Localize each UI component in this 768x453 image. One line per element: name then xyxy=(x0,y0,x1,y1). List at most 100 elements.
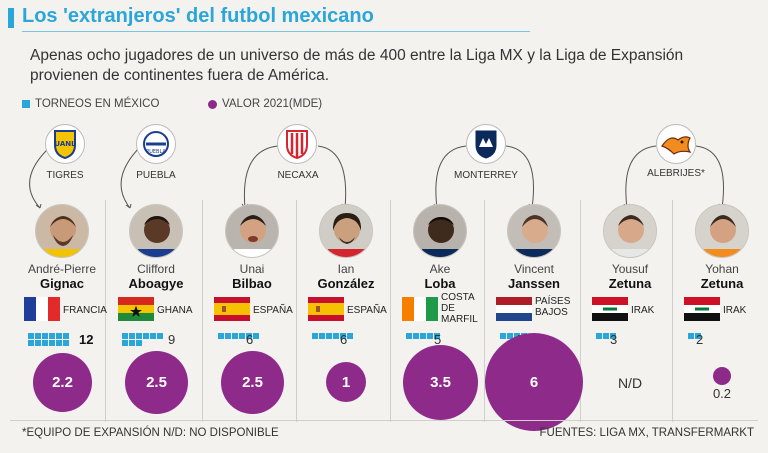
player-first-name: Yohan xyxy=(705,262,739,276)
player-country: IRAK xyxy=(631,305,655,316)
value-bubble: 3.5 xyxy=(403,345,478,420)
connector-puebla xyxy=(120,146,141,209)
value-label: 3.5 xyxy=(430,374,451,391)
puebla-crest-icon: PUEBLA xyxy=(136,124,176,164)
tournament-square xyxy=(56,340,62,346)
tournament-square xyxy=(333,333,339,339)
player-country: ESPAÑA xyxy=(253,305,293,316)
tournaments-grid xyxy=(688,333,701,339)
player-photo xyxy=(603,204,657,258)
value-label: 2.2 xyxy=(52,374,73,391)
country-line: DE xyxy=(441,303,455,314)
player-last-name: Bilbao xyxy=(232,276,272,291)
tournament-square xyxy=(427,333,433,339)
player-last-name: Zetuna xyxy=(608,276,652,291)
connector-monterrey-left xyxy=(435,145,467,209)
title-accent-bar xyxy=(8,8,14,28)
team-label-necaxa: NECAXA xyxy=(277,170,319,181)
legend-value-label: VALOR 2021(MDE) xyxy=(222,98,323,110)
player-country: PAÍSES BAJOS xyxy=(535,296,570,318)
player-country: COSTA DE MARFIL xyxy=(441,292,478,325)
alebrijes-crest-icon xyxy=(656,124,696,164)
team-label-puebla: PUEBLA xyxy=(136,170,176,181)
tournament-square xyxy=(35,340,41,346)
tournaments-grid xyxy=(406,333,440,339)
tournament-square xyxy=(42,333,48,339)
player-card-gignac: André-Pierre Gignac FRANCIA 12 2.2 xyxy=(16,200,108,425)
legend-tournaments-label: TORNEOS EN MÉXICO xyxy=(35,98,160,110)
value-label: 6 xyxy=(529,373,539,391)
france-flag-icon xyxy=(24,297,60,321)
tournaments-grid xyxy=(122,333,163,346)
country-line: MARFIL xyxy=(441,314,478,325)
value-bubble: 1 xyxy=(326,362,366,402)
player-last-name: Gignac xyxy=(39,276,85,291)
tournament-square xyxy=(143,333,149,339)
tournament-square xyxy=(610,333,616,339)
player-photo xyxy=(225,204,279,258)
tournament-square xyxy=(35,333,41,339)
country-line: PAÍSES xyxy=(535,296,571,307)
column-divider xyxy=(390,200,391,422)
player-country: ESPAÑA xyxy=(347,305,387,316)
necaxa-crest-icon xyxy=(277,124,317,164)
tournaments-count: 6 xyxy=(340,332,348,347)
player-photo xyxy=(129,204,183,258)
tournament-square xyxy=(122,340,128,346)
value-bubble: 2.5 xyxy=(125,351,188,414)
tournament-square xyxy=(413,333,419,339)
tournaments-grid xyxy=(312,333,353,339)
tournaments-count: 6 xyxy=(246,332,254,347)
value-label: 1 xyxy=(341,373,351,391)
tournament-square xyxy=(136,340,142,346)
connector-necaxa-left xyxy=(243,145,279,209)
team-label-alebrijes: ALEBRIJES* xyxy=(647,168,705,179)
player-last-name: Janssen xyxy=(507,276,561,291)
connector-tigres xyxy=(29,146,51,209)
tournament-square xyxy=(49,340,55,346)
tournament-square xyxy=(49,333,55,339)
svg-text:PUEBLA: PUEBLA xyxy=(146,149,166,155)
tournament-square xyxy=(246,333,252,339)
country-line: COSTA xyxy=(441,292,475,303)
country-line: BAJOS xyxy=(535,307,568,318)
footnote: *EQUIPO DE EXPANSIÓN N/D: NO DISPONIBLE xyxy=(22,427,279,439)
tournament-square xyxy=(28,340,34,346)
player-card-yousuf-zetuna: Yousuf Zetuna IRAK 3 N/D xyxy=(584,200,676,425)
player-card-yohan-zetuna: Yohan Zetuna IRAK 2 0.2 xyxy=(676,200,768,425)
tournament-square xyxy=(129,333,135,339)
player-first-name: Ake xyxy=(429,262,451,276)
connector-alebrijes-left xyxy=(625,145,657,209)
player-first-name: Ian xyxy=(337,262,355,276)
value-bubble xyxy=(713,367,731,385)
tournament-square xyxy=(319,333,325,339)
tournament-square xyxy=(253,333,259,339)
team-label-tigres: TIGRES xyxy=(46,170,84,181)
legend-value: VALOR 2021(MDE) xyxy=(208,98,322,110)
player-country: GHANA xyxy=(157,305,193,316)
tournament-square xyxy=(420,333,426,339)
netherlands-flag-icon xyxy=(496,297,532,321)
value-not-available: N/D xyxy=(617,375,643,391)
arrow-icon xyxy=(35,203,42,209)
tournaments-grid xyxy=(28,333,69,346)
spain-flag-icon xyxy=(214,297,250,321)
tournament-square xyxy=(225,333,231,339)
player-card-gonzalez: Ian González ESPAÑA 6 1 xyxy=(300,200,392,425)
player-photo xyxy=(413,204,467,258)
player-card-janssen: Vincent Janssen PAÍSES BAJOS 4 6 xyxy=(485,200,583,431)
connector-necaxa-right xyxy=(317,145,347,209)
value-bubble: 2.2 xyxy=(33,353,92,412)
ghana-flag-icon xyxy=(118,297,154,321)
column-divider xyxy=(296,200,297,422)
ivory-coast-flag-icon xyxy=(402,297,438,321)
tournament-square xyxy=(312,333,318,339)
tournaments-count: 9 xyxy=(168,332,176,347)
tigres-crest-icon: UANL xyxy=(45,124,85,164)
arrow-icon xyxy=(125,203,132,209)
page-title: Los 'extranjeros' del futbol mexicano xyxy=(22,5,374,27)
value-bubble: 6 xyxy=(485,333,583,431)
column-divider xyxy=(672,200,673,422)
tournament-square xyxy=(63,333,69,339)
